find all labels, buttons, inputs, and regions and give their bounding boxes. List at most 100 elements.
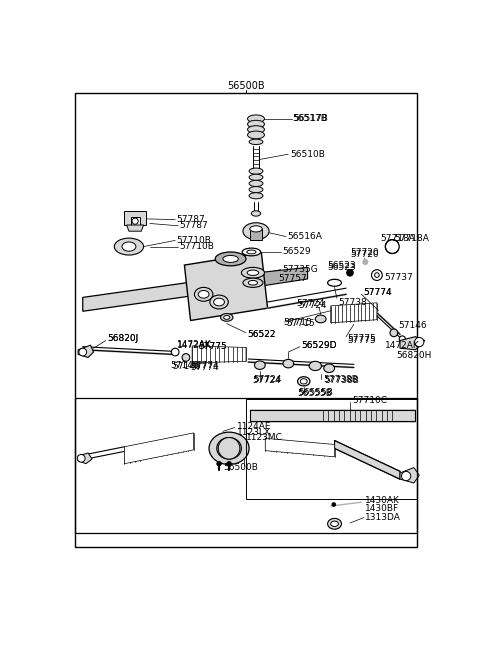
Circle shape: [332, 502, 336, 507]
Ellipse shape: [309, 361, 322, 371]
Ellipse shape: [331, 521, 338, 527]
Text: 57774: 57774: [191, 361, 219, 370]
Ellipse shape: [250, 226, 262, 232]
Ellipse shape: [194, 287, 213, 301]
Text: 1124AE: 1124AE: [237, 422, 271, 431]
Text: 57774: 57774: [363, 288, 392, 297]
Ellipse shape: [249, 186, 263, 193]
Text: 57720: 57720: [351, 248, 379, 257]
Ellipse shape: [249, 193, 263, 199]
Ellipse shape: [243, 278, 263, 287]
Circle shape: [132, 218, 138, 224]
Ellipse shape: [298, 377, 310, 386]
Text: 57775: 57775: [348, 334, 376, 342]
Text: 1123LX: 1123LX: [237, 428, 271, 438]
Text: 57146: 57146: [170, 361, 199, 370]
Text: 57710C: 57710C: [352, 396, 387, 405]
Text: 57718A: 57718A: [394, 234, 429, 243]
Circle shape: [385, 239, 399, 253]
Text: 57715: 57715: [286, 319, 315, 328]
Circle shape: [77, 455, 85, 462]
Text: 56555B: 56555B: [299, 388, 333, 397]
Circle shape: [171, 348, 179, 356]
Text: 57737: 57737: [384, 273, 413, 282]
Text: 56820H: 56820H: [396, 352, 432, 360]
Bar: [75, 92, 417, 547]
Polygon shape: [331, 303, 377, 323]
Text: 57710B: 57710B: [180, 242, 215, 251]
Circle shape: [372, 270, 382, 281]
Polygon shape: [184, 253, 267, 321]
Ellipse shape: [242, 248, 261, 256]
Text: 56517B: 56517B: [294, 114, 329, 123]
Bar: [75, 398, 417, 533]
Polygon shape: [83, 273, 258, 311]
Text: 1430BF: 1430BF: [365, 504, 399, 513]
Circle shape: [227, 461, 231, 466]
Text: 57775: 57775: [198, 342, 227, 351]
Polygon shape: [124, 211, 146, 225]
Text: 56529D: 56529D: [301, 340, 337, 350]
Ellipse shape: [248, 131, 264, 139]
Circle shape: [182, 354, 190, 361]
Ellipse shape: [217, 438, 241, 459]
Polygon shape: [78, 453, 92, 464]
Ellipse shape: [214, 298, 225, 306]
Text: 57146: 57146: [172, 362, 201, 371]
Text: 57787: 57787: [177, 215, 205, 224]
Circle shape: [362, 259, 369, 265]
Ellipse shape: [210, 295, 228, 309]
Ellipse shape: [254, 361, 265, 369]
Polygon shape: [250, 229, 262, 240]
Ellipse shape: [249, 174, 263, 180]
Text: 56522: 56522: [248, 330, 276, 339]
Polygon shape: [78, 345, 94, 358]
Ellipse shape: [248, 126, 264, 133]
Ellipse shape: [223, 255, 238, 262]
Text: 56523: 56523: [328, 263, 356, 272]
Text: 57738B: 57738B: [323, 375, 358, 384]
Text: 57738B: 57738B: [324, 376, 360, 385]
Text: 57715: 57715: [283, 318, 312, 327]
Text: 56820J: 56820J: [108, 335, 139, 344]
Text: 56510B: 56510B: [290, 150, 325, 159]
Text: 57724: 57724: [299, 300, 327, 310]
Text: 56555B: 56555B: [297, 389, 332, 398]
Text: 57720: 57720: [350, 250, 379, 258]
Text: 56516A: 56516A: [288, 232, 323, 241]
Circle shape: [79, 348, 86, 356]
Circle shape: [346, 269, 354, 277]
Polygon shape: [127, 225, 144, 231]
Text: 57774: 57774: [363, 288, 392, 297]
Ellipse shape: [249, 139, 263, 144]
Ellipse shape: [243, 222, 269, 239]
Text: 57724: 57724: [296, 299, 324, 308]
Text: 57146: 57146: [398, 321, 427, 329]
Text: 56500B: 56500B: [223, 463, 258, 472]
Polygon shape: [400, 337, 425, 350]
Text: 56500B: 56500B: [227, 81, 265, 91]
Polygon shape: [335, 441, 400, 479]
Circle shape: [218, 438, 240, 459]
Text: 56529D: 56529D: [301, 340, 337, 350]
Ellipse shape: [328, 518, 341, 529]
Ellipse shape: [221, 314, 233, 321]
Circle shape: [217, 461, 221, 466]
Ellipse shape: [247, 270, 259, 276]
Text: 57775: 57775: [348, 336, 376, 345]
Ellipse shape: [241, 268, 264, 278]
Polygon shape: [400, 468, 419, 483]
Text: 1472AK: 1472AK: [384, 340, 420, 350]
Ellipse shape: [324, 364, 335, 373]
Ellipse shape: [215, 252, 246, 266]
Text: 56523: 56523: [327, 260, 356, 270]
Text: 1123MC: 1123MC: [246, 433, 283, 442]
Text: 57735G: 57735G: [282, 265, 318, 274]
Polygon shape: [124, 433, 193, 464]
Circle shape: [415, 337, 424, 346]
Ellipse shape: [247, 250, 256, 254]
Ellipse shape: [224, 316, 230, 319]
Ellipse shape: [198, 291, 209, 298]
Text: 57757: 57757: [278, 274, 307, 283]
Text: 57724: 57724: [252, 376, 281, 385]
